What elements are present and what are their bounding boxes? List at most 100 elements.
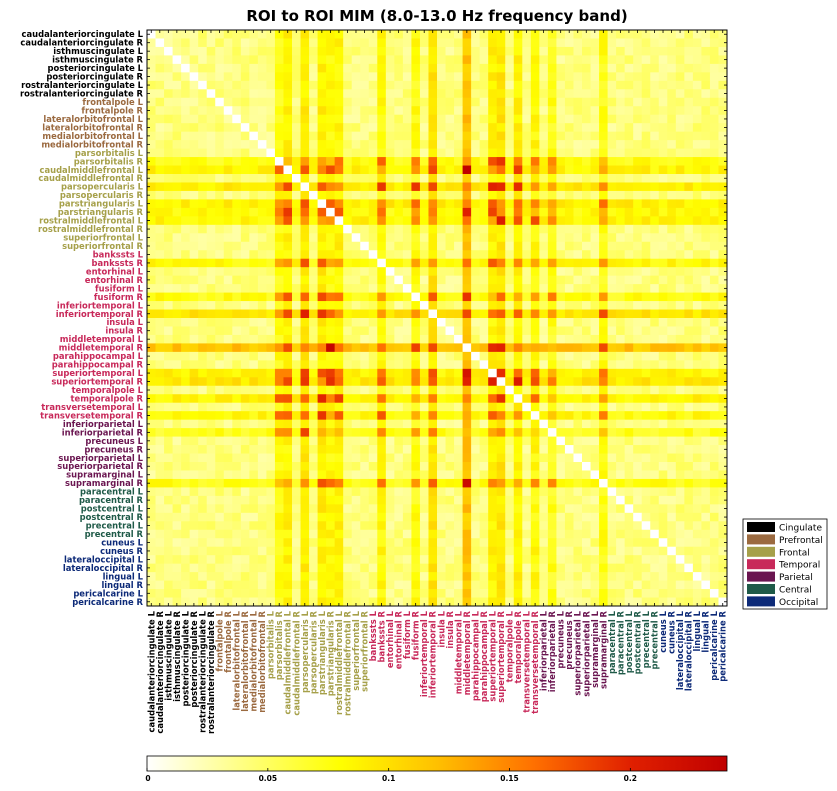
heatmap-cell	[462, 445, 472, 454]
heatmap-cell	[530, 165, 540, 175]
heatmap-cell	[181, 80, 191, 90]
heatmap-cell	[223, 521, 233, 531]
heatmap-cell	[641, 597, 651, 607]
heatmap-cell	[496, 402, 506, 412]
heatmap-cell	[445, 470, 455, 480]
heatmap-cell	[198, 250, 208, 260]
heatmap-cell	[454, 385, 463, 395]
heatmap-cell	[513, 38, 523, 48]
heatmap-cell	[650, 267, 660, 277]
heatmap-cell	[334, 478, 344, 488]
heatmap-cell	[172, 495, 182, 505]
heatmap-cell	[624, 385, 634, 395]
heatmap-cell	[709, 428, 719, 437]
heatmap-cell	[556, 63, 566, 73]
heatmap-cell	[189, 351, 199, 361]
heatmap-cell	[223, 301, 233, 310]
heatmap-cell	[650, 275, 660, 285]
heatmap-cell	[590, 309, 600, 319]
heatmap-cell	[215, 165, 225, 175]
heatmap-cell	[437, 351, 446, 361]
heatmap-cell	[505, 157, 515, 166]
heatmap-cell	[428, 334, 438, 344]
heatmap-cell	[650, 445, 660, 454]
heatmap-cell	[692, 80, 702, 90]
heatmap-cell	[411, 123, 421, 133]
heatmap-cell	[667, 512, 677, 522]
heatmap-cell	[462, 512, 472, 522]
heatmap-cell	[292, 377, 301, 387]
heatmap-cell	[164, 368, 173, 378]
heatmap-cell	[419, 351, 429, 361]
row-label: fusiform R	[94, 292, 144, 302]
heatmap-cell	[326, 326, 336, 336]
heatmap-cell	[249, 233, 259, 243]
heatmap-cell	[155, 233, 165, 243]
heatmap-cell	[164, 106, 173, 116]
heatmap-cell	[701, 80, 711, 90]
heatmap-cell	[419, 334, 429, 344]
heatmap-cell	[266, 385, 276, 395]
heatmap-cell	[368, 385, 378, 395]
heatmap-cell	[564, 470, 574, 480]
heatmap-cell	[368, 157, 378, 166]
heatmap-cell	[385, 157, 395, 166]
heatmap-cell	[206, 148, 216, 158]
heatmap-cell	[257, 301, 267, 310]
heatmap-cell	[368, 318, 378, 327]
heatmap-cell	[309, 436, 318, 446]
heatmap-cell	[633, 555, 643, 565]
heatmap-cell	[488, 580, 498, 590]
heatmap-cell	[232, 326, 242, 336]
heatmap-cell	[274, 224, 284, 234]
heatmap-cell	[428, 546, 438, 556]
heatmap-cell	[675, 495, 685, 505]
heatmap-cell	[155, 258, 165, 268]
heatmap-cell	[317, 157, 327, 166]
heatmap-cell	[419, 182, 429, 192]
heatmap-cell	[488, 241, 498, 251]
heatmap-cell	[343, 301, 353, 310]
heatmap-cell	[692, 275, 702, 285]
heatmap-cell	[701, 284, 711, 293]
heatmap-cell	[607, 377, 617, 387]
heatmap-cell	[189, 580, 199, 590]
heatmap-cell	[402, 182, 412, 192]
heatmap-cell	[488, 368, 498, 378]
heatmap-cell	[172, 529, 182, 539]
heatmap-cell	[292, 46, 301, 56]
heatmap-cell	[326, 258, 336, 268]
heatmap-cell	[556, 394, 566, 404]
heatmap-cell	[718, 589, 728, 598]
heatmap-cell	[385, 462, 395, 471]
heatmap-cell	[419, 258, 429, 268]
heatmap-cell	[624, 402, 634, 412]
heatmap-cell	[513, 326, 523, 336]
heatmap-cell	[198, 453, 208, 463]
heatmap-cell	[564, 123, 574, 133]
heatmap-cell	[274, 258, 284, 268]
heatmap-cell	[317, 207, 327, 217]
heatmap-cell	[505, 385, 515, 395]
heatmap-cell	[556, 250, 566, 260]
heatmap-cell	[147, 38, 156, 48]
heatmap-cell	[650, 80, 660, 90]
heatmap-cell	[309, 411, 318, 421]
heatmap-cell	[164, 462, 173, 471]
heatmap-cell	[428, 224, 438, 234]
heatmap-cell	[385, 394, 395, 404]
heatmap-cell	[283, 224, 293, 234]
heatmap-cell	[496, 512, 506, 522]
heatmap-cell	[522, 207, 532, 217]
heatmap-cell	[530, 377, 540, 387]
heatmap-cell	[582, 385, 591, 395]
heatmap-cell	[701, 360, 711, 370]
heatmap-cell	[684, 563, 694, 573]
heatmap-cell	[223, 292, 233, 302]
heatmap-cell	[249, 462, 259, 471]
heatmap-cell	[684, 546, 694, 556]
heatmap-cell	[292, 284, 301, 293]
heatmap-cell	[155, 46, 165, 56]
heatmap-cell	[326, 131, 336, 141]
heatmap-cell	[181, 402, 191, 412]
